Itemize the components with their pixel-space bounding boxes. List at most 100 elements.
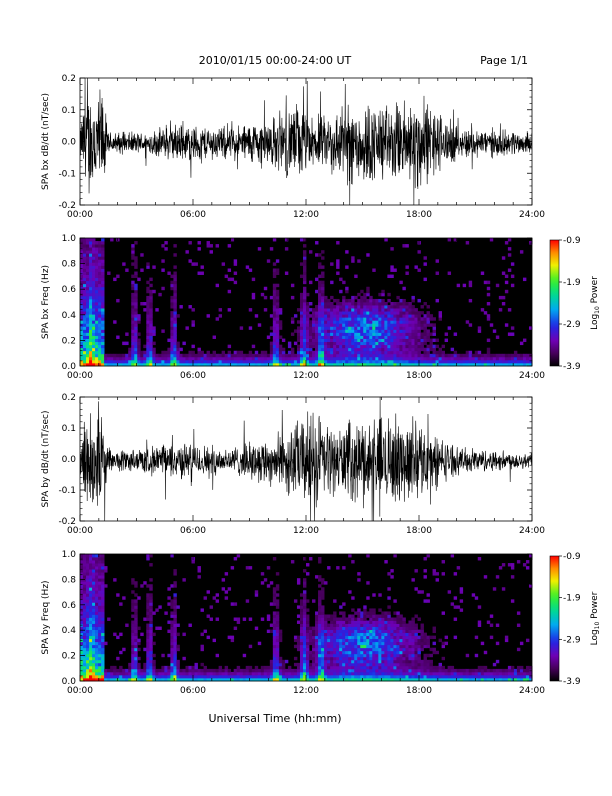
spectrogram-cell bbox=[321, 623, 325, 627]
spectrogram-cell bbox=[333, 338, 337, 343]
spectrogram-cell bbox=[263, 356, 268, 361]
spectrogram-cell bbox=[390, 644, 394, 649]
spectrogram-cell bbox=[315, 329, 319, 333]
spectrogram-cell bbox=[417, 314, 421, 318]
spectrogram-cell bbox=[414, 587, 418, 591]
spectrogram-cell bbox=[417, 665, 421, 670]
spectrogram-cell bbox=[417, 629, 421, 634]
spectrogram-cell bbox=[146, 335, 150, 339]
spectrogram-cell bbox=[309, 638, 313, 643]
spectrogram-cell bbox=[324, 308, 328, 312]
spectrogram-cell bbox=[95, 347, 99, 352]
spectrogram-cell bbox=[182, 632, 186, 637]
spectrogram-cell bbox=[89, 644, 93, 649]
spectrogram-cell bbox=[302, 638, 307, 643]
spectrogram-cell bbox=[221, 362, 226, 367]
spectrogram-cell bbox=[101, 292, 105, 297]
spectrogram-cell bbox=[149, 350, 153, 355]
spectrogram-cell bbox=[173, 302, 177, 306]
spectrogram-cell bbox=[143, 362, 147, 367]
spectrogram-cell bbox=[206, 677, 210, 682]
spectrogram-cell bbox=[372, 623, 376, 627]
spectrogram-cell bbox=[92, 566, 96, 570]
spectrogram-cell bbox=[336, 347, 340, 352]
spectrogram-cell bbox=[444, 338, 449, 343]
spectrogram-cell bbox=[321, 668, 325, 673]
spectrogram-cell bbox=[393, 671, 397, 676]
spectrogram-cell bbox=[302, 362, 307, 367]
spectrogram-cell bbox=[474, 674, 479, 679]
spectrogram-cell bbox=[149, 659, 153, 664]
spectrogram-cell bbox=[498, 353, 503, 358]
spectrogram-cell bbox=[348, 338, 352, 343]
spectrogram-cell bbox=[306, 362, 310, 367]
spectrogram-cell bbox=[218, 674, 223, 679]
spectrogram-cell bbox=[197, 671, 201, 676]
spectrogram-cell bbox=[101, 286, 105, 291]
spectrogram-cell bbox=[372, 353, 376, 358]
spectrogram-cell bbox=[185, 665, 189, 670]
spectrogram-cell bbox=[363, 614, 367, 618]
spectrogram-cell bbox=[86, 317, 90, 321]
spectrogram-cell bbox=[357, 356, 361, 361]
spectrogram-cell bbox=[372, 314, 376, 318]
spectrogram-cell bbox=[266, 668, 271, 673]
spectrogram-cell bbox=[360, 614, 364, 618]
spectrogram-cell bbox=[390, 356, 394, 361]
spectrogram-cell bbox=[203, 677, 207, 682]
spectrogram-cell bbox=[339, 317, 343, 321]
spectrogram-cell bbox=[134, 614, 138, 618]
y-tick-label: 0.6 bbox=[62, 285, 77, 295]
spectrogram-cell bbox=[92, 608, 96, 612]
spectrogram-cell bbox=[372, 665, 376, 670]
spectrogram-cell bbox=[456, 674, 461, 679]
spectrogram-cell bbox=[474, 635, 479, 640]
spectrogram-cell bbox=[122, 356, 126, 361]
spectrogram-cell bbox=[242, 362, 247, 367]
spectrogram-cell bbox=[429, 677, 433, 682]
spectrogram-cell bbox=[426, 635, 430, 640]
spectrogram-cell bbox=[387, 650, 391, 655]
spectrogram-cell bbox=[119, 668, 123, 673]
spectrogram-cell bbox=[519, 362, 524, 367]
spectrogram-cell bbox=[302, 292, 307, 297]
spectrogram-cell bbox=[134, 292, 138, 297]
spectrogram-cell bbox=[324, 347, 328, 352]
spectrogram-cell bbox=[134, 317, 138, 321]
spectrogram-cell bbox=[275, 587, 280, 591]
spectrogram-cell bbox=[468, 362, 473, 367]
spectrogram-cell bbox=[447, 271, 452, 275]
spectrogram-cell bbox=[218, 359, 223, 364]
spectrogram-cell bbox=[83, 590, 87, 594]
spectrogram-cell bbox=[357, 674, 361, 679]
spectrogram-cell bbox=[275, 295, 280, 300]
spectrogram-cell bbox=[321, 629, 325, 634]
spectrogram-cell bbox=[312, 626, 316, 630]
spectrogram-cell bbox=[275, 259, 280, 263]
y-tick-label: -0.2 bbox=[58, 517, 76, 527]
spectrogram-cell bbox=[372, 320, 376, 324]
spectrogram-cell bbox=[375, 332, 379, 336]
spectrogram-cell bbox=[158, 359, 162, 364]
spectrogram-cell bbox=[137, 344, 141, 349]
spectrogram-cell bbox=[149, 289, 153, 294]
spectrogram-cell bbox=[366, 338, 370, 343]
spectrogram-cell bbox=[306, 644, 310, 649]
spectrogram-cell bbox=[411, 332, 415, 336]
spectrogram-cell bbox=[393, 629, 397, 634]
spectrogram-cell bbox=[372, 344, 376, 349]
spectrogram-cell bbox=[426, 332, 430, 336]
spectrogram-cell bbox=[408, 632, 412, 637]
spectrogram-cell bbox=[98, 268, 102, 272]
spectrogram-cell bbox=[188, 665, 192, 670]
spectrogram-cell bbox=[372, 647, 376, 652]
spectrogram-cell bbox=[435, 298, 439, 303]
spectrogram-cell bbox=[293, 353, 298, 358]
spectrogram-cell bbox=[372, 674, 376, 679]
spectrogram-cell bbox=[306, 335, 310, 339]
spectrogram-cell bbox=[146, 635, 150, 640]
spectrogram-cell bbox=[215, 668, 220, 673]
spectrogram-cell bbox=[89, 356, 93, 361]
spectrogram-cell bbox=[378, 341, 382, 346]
